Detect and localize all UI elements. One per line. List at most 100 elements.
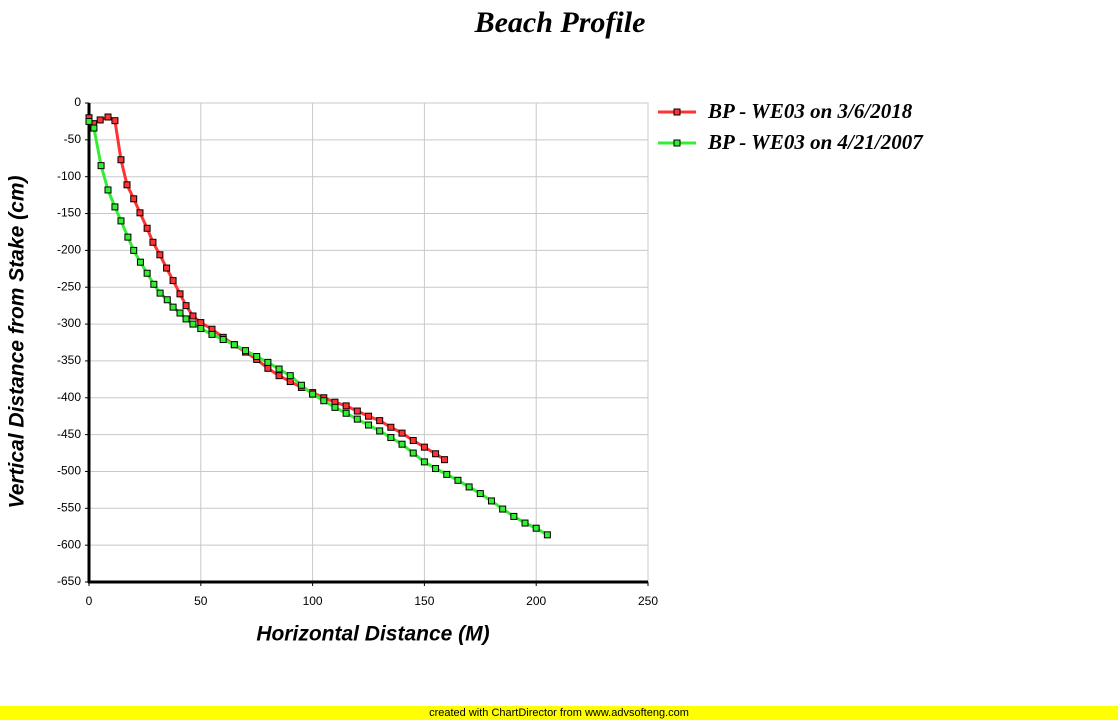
data-point bbox=[353, 407, 361, 415]
y-tick-label: -650 bbox=[57, 574, 81, 588]
plot-area bbox=[88, 102, 649, 583]
data-point bbox=[163, 296, 171, 304]
y-tick-label: -150 bbox=[57, 206, 81, 220]
data-point bbox=[253, 353, 261, 361]
data-point bbox=[182, 302, 190, 310]
y-tick-label: -550 bbox=[57, 500, 81, 514]
data-point bbox=[420, 443, 428, 451]
data-point bbox=[376, 417, 384, 425]
data-point bbox=[150, 280, 158, 288]
data-point bbox=[111, 203, 119, 211]
data-point bbox=[320, 397, 328, 405]
data-point bbox=[230, 341, 238, 349]
data-point bbox=[143, 269, 151, 277]
data-point bbox=[387, 423, 395, 431]
data-point bbox=[264, 364, 272, 372]
data-point bbox=[387, 434, 395, 442]
data-point bbox=[365, 421, 372, 429]
data-point bbox=[499, 505, 507, 513]
data-point bbox=[521, 519, 529, 527]
data-point bbox=[136, 209, 144, 217]
legend-marker bbox=[673, 139, 681, 147]
data-point bbox=[342, 409, 350, 417]
y-axis-label: Vertical Distance from Stake (cm) bbox=[6, 175, 29, 508]
data-point bbox=[130, 195, 138, 203]
data-point bbox=[104, 113, 112, 121]
data-point bbox=[117, 217, 125, 225]
y-tick-label: -50 bbox=[64, 132, 82, 146]
y-tick-label: -100 bbox=[57, 169, 81, 183]
data-point bbox=[156, 289, 164, 297]
data-point bbox=[169, 277, 177, 285]
data-point bbox=[169, 303, 177, 311]
legend-label: BP - WE03 on 4/21/2007 bbox=[707, 130, 924, 154]
y-tick-label: -250 bbox=[57, 279, 81, 293]
data-point bbox=[189, 312, 197, 320]
y-tick-label: -450 bbox=[57, 427, 81, 441]
x-tick-label: 100 bbox=[303, 594, 323, 608]
x-tick-label: 0 bbox=[86, 594, 93, 608]
data-point bbox=[376, 427, 384, 435]
data-point bbox=[189, 320, 197, 328]
x-tick-label: 250 bbox=[638, 594, 658, 608]
data-point bbox=[219, 336, 227, 344]
data-point bbox=[197, 319, 205, 327]
data-point bbox=[182, 315, 190, 323]
data-point bbox=[454, 476, 462, 484]
data-point bbox=[163, 264, 171, 272]
y-tick-label: -200 bbox=[57, 243, 81, 257]
x-tick-label: 50 bbox=[194, 594, 208, 608]
data-point bbox=[398, 440, 406, 448]
data-point bbox=[96, 116, 104, 124]
x-tick-label: 200 bbox=[526, 594, 546, 608]
legend-label: BP - WE03 on 3/6/2018 bbox=[707, 99, 913, 123]
data-point bbox=[297, 381, 305, 389]
data-point bbox=[532, 524, 540, 532]
y-tick-label: 0 bbox=[74, 95, 81, 109]
data-point bbox=[90, 124, 98, 132]
legend-marker bbox=[673, 108, 681, 116]
data-point bbox=[97, 162, 105, 170]
x-tick-label: 150 bbox=[414, 594, 434, 608]
data-point bbox=[510, 512, 518, 520]
data-point bbox=[130, 246, 138, 254]
data-point bbox=[286, 372, 294, 380]
y-tick-label: -300 bbox=[57, 316, 81, 330]
data-point bbox=[476, 490, 484, 498]
data-point bbox=[432, 450, 440, 458]
data-point bbox=[264, 358, 272, 366]
data-point bbox=[543, 531, 551, 539]
data-point bbox=[197, 324, 205, 332]
footer: created with ChartDirector from www.advs… bbox=[0, 706, 1118, 720]
data-point bbox=[353, 415, 361, 423]
data-point bbox=[242, 347, 250, 355]
y-tick-label: -400 bbox=[57, 390, 81, 404]
data-point bbox=[156, 251, 164, 259]
data-point bbox=[275, 365, 283, 373]
data-point bbox=[432, 465, 440, 473]
x-axis-label: Horizontal Distance (M) bbox=[256, 623, 489, 646]
data-point bbox=[309, 390, 317, 398]
data-point bbox=[443, 470, 451, 478]
data-point bbox=[176, 290, 184, 298]
data-point bbox=[409, 449, 417, 457]
data-point bbox=[143, 224, 151, 232]
data-point bbox=[487, 497, 495, 505]
data-point bbox=[275, 372, 283, 380]
y-tick-label: -600 bbox=[57, 537, 81, 551]
data-point bbox=[85, 117, 93, 125]
data-point bbox=[104, 186, 112, 194]
data-point bbox=[208, 330, 216, 338]
data-point bbox=[124, 233, 132, 241]
data-point bbox=[149, 238, 157, 246]
data-point bbox=[465, 483, 473, 491]
y-tick-label: -350 bbox=[57, 353, 81, 367]
data-point bbox=[331, 403, 339, 411]
y-tick-label: -500 bbox=[57, 464, 81, 478]
data-point bbox=[111, 117, 119, 125]
data-point bbox=[420, 458, 428, 466]
data-point bbox=[176, 309, 184, 317]
data-point bbox=[342, 402, 350, 410]
